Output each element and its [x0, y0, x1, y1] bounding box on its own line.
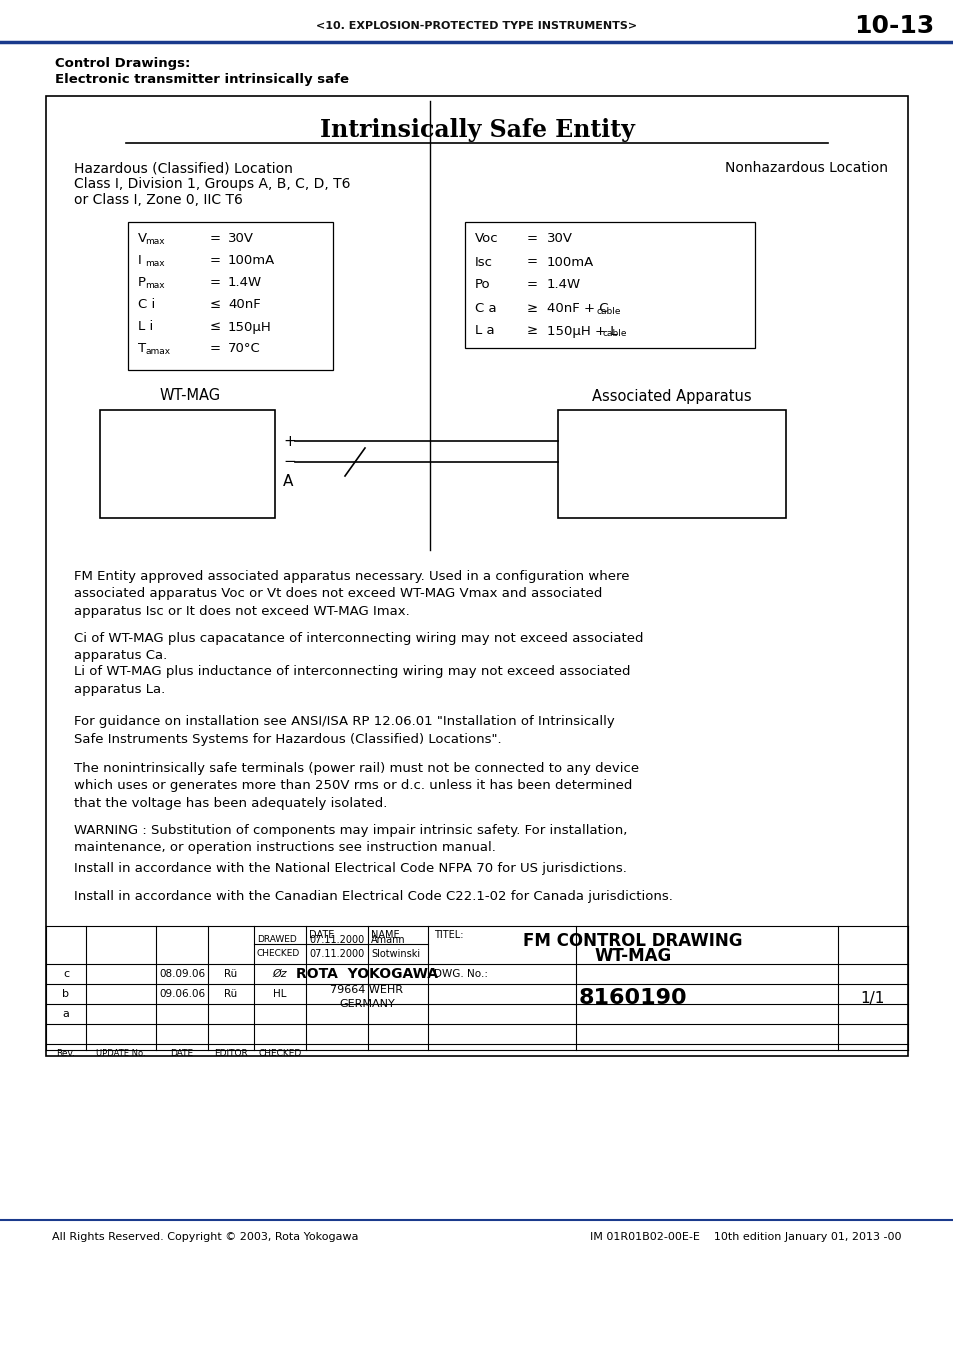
Text: UPDATE No.: UPDATE No. — [96, 1049, 146, 1058]
Text: WT-MAG: WT-MAG — [159, 389, 220, 404]
Text: =: = — [526, 232, 537, 246]
Text: or Class I, Zone 0, IIC T6: or Class I, Zone 0, IIC T6 — [74, 193, 243, 207]
Text: DATE: DATE — [171, 1049, 193, 1058]
Text: TITEL:: TITEL: — [434, 930, 463, 940]
Text: Control Drawings:: Control Drawings: — [55, 57, 191, 69]
Text: +: + — [283, 433, 295, 448]
Text: L a: L a — [475, 324, 494, 338]
Text: a: a — [63, 1008, 70, 1019]
Text: max: max — [146, 282, 165, 290]
Text: ≥: ≥ — [526, 301, 537, 315]
Text: CHECKED: CHECKED — [256, 949, 300, 958]
Text: T: T — [138, 343, 146, 355]
Text: I: I — [138, 255, 142, 267]
Text: 07.11.2000: 07.11.2000 — [309, 949, 364, 958]
Text: =: = — [210, 255, 221, 267]
Text: Voc: Voc — [475, 232, 498, 246]
Text: Nonhazardous Location: Nonhazardous Location — [724, 161, 887, 176]
Text: C i: C i — [138, 298, 155, 312]
Text: Class I, Division 1, Groups A, B, C, D, T6: Class I, Division 1, Groups A, B, C, D, … — [74, 177, 350, 190]
Text: =: = — [210, 277, 221, 289]
Text: Øz: Øz — [273, 969, 287, 979]
Text: For guidance on installation see ANSI/ISA RP 12.06.01 "Installation of Intrinsic: For guidance on installation see ANSI/IS… — [74, 716, 614, 745]
Text: DRAWED: DRAWED — [256, 936, 296, 945]
Text: 100mA: 100mA — [546, 255, 594, 269]
Text: Ci of WT-MAG plus capacatance of interconnecting wiring may not exceed associate: Ci of WT-MAG plus capacatance of interco… — [74, 632, 643, 663]
Text: L i: L i — [138, 320, 153, 333]
Text: FM CONTROL DRAWING: FM CONTROL DRAWING — [522, 931, 742, 950]
Text: 70°C: 70°C — [228, 343, 260, 355]
Text: Po: Po — [475, 278, 490, 292]
Text: FM Entity approved associated apparatus necessary. Used in a configuration where: FM Entity approved associated apparatus … — [74, 570, 629, 618]
FancyBboxPatch shape — [464, 221, 754, 348]
Text: cable: cable — [602, 329, 627, 339]
Text: 79664 WEHR: 79664 WEHR — [330, 986, 403, 995]
Text: EDITOR: EDITOR — [213, 1049, 248, 1058]
Text: =: = — [210, 343, 221, 355]
Text: =: = — [526, 278, 537, 292]
Text: WT-MAG: WT-MAG — [594, 946, 671, 965]
Text: ≤: ≤ — [210, 298, 221, 312]
Text: ROTA  YOKOGAWA: ROTA YOKOGAWA — [295, 967, 437, 981]
Text: WARNING : Substitution of components may impair intrinsic safety. For installati: WARNING : Substitution of components may… — [74, 824, 627, 855]
Text: Install in accordance with the National Electrical Code NFPA 70 for US jurisdict: Install in accordance with the National … — [74, 863, 626, 875]
Text: 40nF: 40nF — [228, 298, 260, 312]
Text: 10-13: 10-13 — [853, 14, 933, 38]
Text: cable: cable — [596, 306, 620, 316]
FancyBboxPatch shape — [100, 410, 274, 518]
Text: 08.09.06: 08.09.06 — [159, 969, 205, 979]
Text: 07.11.2000: 07.11.2000 — [309, 936, 364, 945]
Text: Associated Apparatus: Associated Apparatus — [592, 389, 751, 404]
Text: max: max — [146, 238, 165, 247]
Text: 09.06.06: 09.06.06 — [159, 990, 205, 999]
Text: −: − — [283, 455, 295, 470]
Text: Intrinsically Safe Entity: Intrinsically Safe Entity — [319, 117, 634, 142]
Text: All Rights Reserved. Copyright © 2003, Rota Yokogawa: All Rights Reserved. Copyright © 2003, R… — [52, 1233, 358, 1242]
Text: Amann: Amann — [371, 936, 405, 945]
Text: <10. EXPLOSION-PROTECTED TYPE INSTRUMENTS>: <10. EXPLOSION-PROTECTED TYPE INSTRUMENT… — [316, 22, 637, 31]
Text: 150μH + L: 150μH + L — [546, 324, 617, 338]
Text: P: P — [138, 277, 146, 289]
Text: IM 01R01B02-00E-E    10th edition January 01, 2013 -00: IM 01R01B02-00E-E 10th edition January 0… — [590, 1233, 901, 1242]
Text: 40nF + C: 40nF + C — [546, 301, 608, 315]
Text: 1.4W: 1.4W — [228, 277, 262, 289]
Text: Rü: Rü — [224, 990, 237, 999]
Text: 30V: 30V — [228, 232, 253, 246]
Text: V: V — [138, 232, 147, 246]
Text: c: c — [63, 969, 69, 979]
Text: Rü: Rü — [224, 969, 237, 979]
Text: 8160190: 8160190 — [578, 988, 686, 1008]
Text: DATE: DATE — [309, 930, 334, 940]
Text: HL: HL — [273, 990, 287, 999]
Text: C a: C a — [475, 301, 497, 315]
Text: CHECKED: CHECKED — [258, 1049, 301, 1058]
Text: =: = — [526, 255, 537, 269]
Text: DWG. No.:: DWG. No.: — [434, 969, 488, 979]
Text: GERMANY: GERMANY — [338, 999, 395, 1008]
Text: 30V: 30V — [546, 232, 573, 246]
FancyBboxPatch shape — [558, 410, 785, 518]
Text: Rev.: Rev. — [56, 1049, 75, 1058]
Text: Isc: Isc — [475, 255, 493, 269]
Text: 100mA: 100mA — [228, 255, 275, 267]
Text: Electronic transmitter intrinsically safe: Electronic transmitter intrinsically saf… — [55, 73, 349, 85]
Text: Slotwinski: Slotwinski — [371, 949, 419, 958]
Text: 1.4W: 1.4W — [546, 278, 580, 292]
Text: 150μH: 150μH — [228, 320, 272, 333]
FancyBboxPatch shape — [46, 96, 907, 1056]
Text: A: A — [283, 474, 294, 489]
Text: =: = — [210, 232, 221, 246]
FancyBboxPatch shape — [128, 221, 333, 370]
Text: b: b — [63, 990, 70, 999]
Text: amax: amax — [146, 347, 171, 356]
Text: Hazardous (Classified) Location: Hazardous (Classified) Location — [74, 161, 293, 176]
Text: ≤: ≤ — [210, 320, 221, 333]
Text: ≥: ≥ — [526, 324, 537, 338]
Text: max: max — [146, 259, 165, 269]
Text: Li of WT-MAG plus inductance of interconnecting wiring may not exceed associated: Li of WT-MAG plus inductance of intercon… — [74, 666, 630, 695]
Text: 1/1: 1/1 — [860, 991, 884, 1006]
Text: NAME: NAME — [371, 930, 399, 940]
Text: Install in accordance with the Canadian Electrical Code C22.1-02 for Canada juri: Install in accordance with the Canadian … — [74, 890, 672, 903]
Text: The nonintrinsically safe terminals (power rail) must not be connected to any de: The nonintrinsically safe terminals (pow… — [74, 761, 639, 810]
